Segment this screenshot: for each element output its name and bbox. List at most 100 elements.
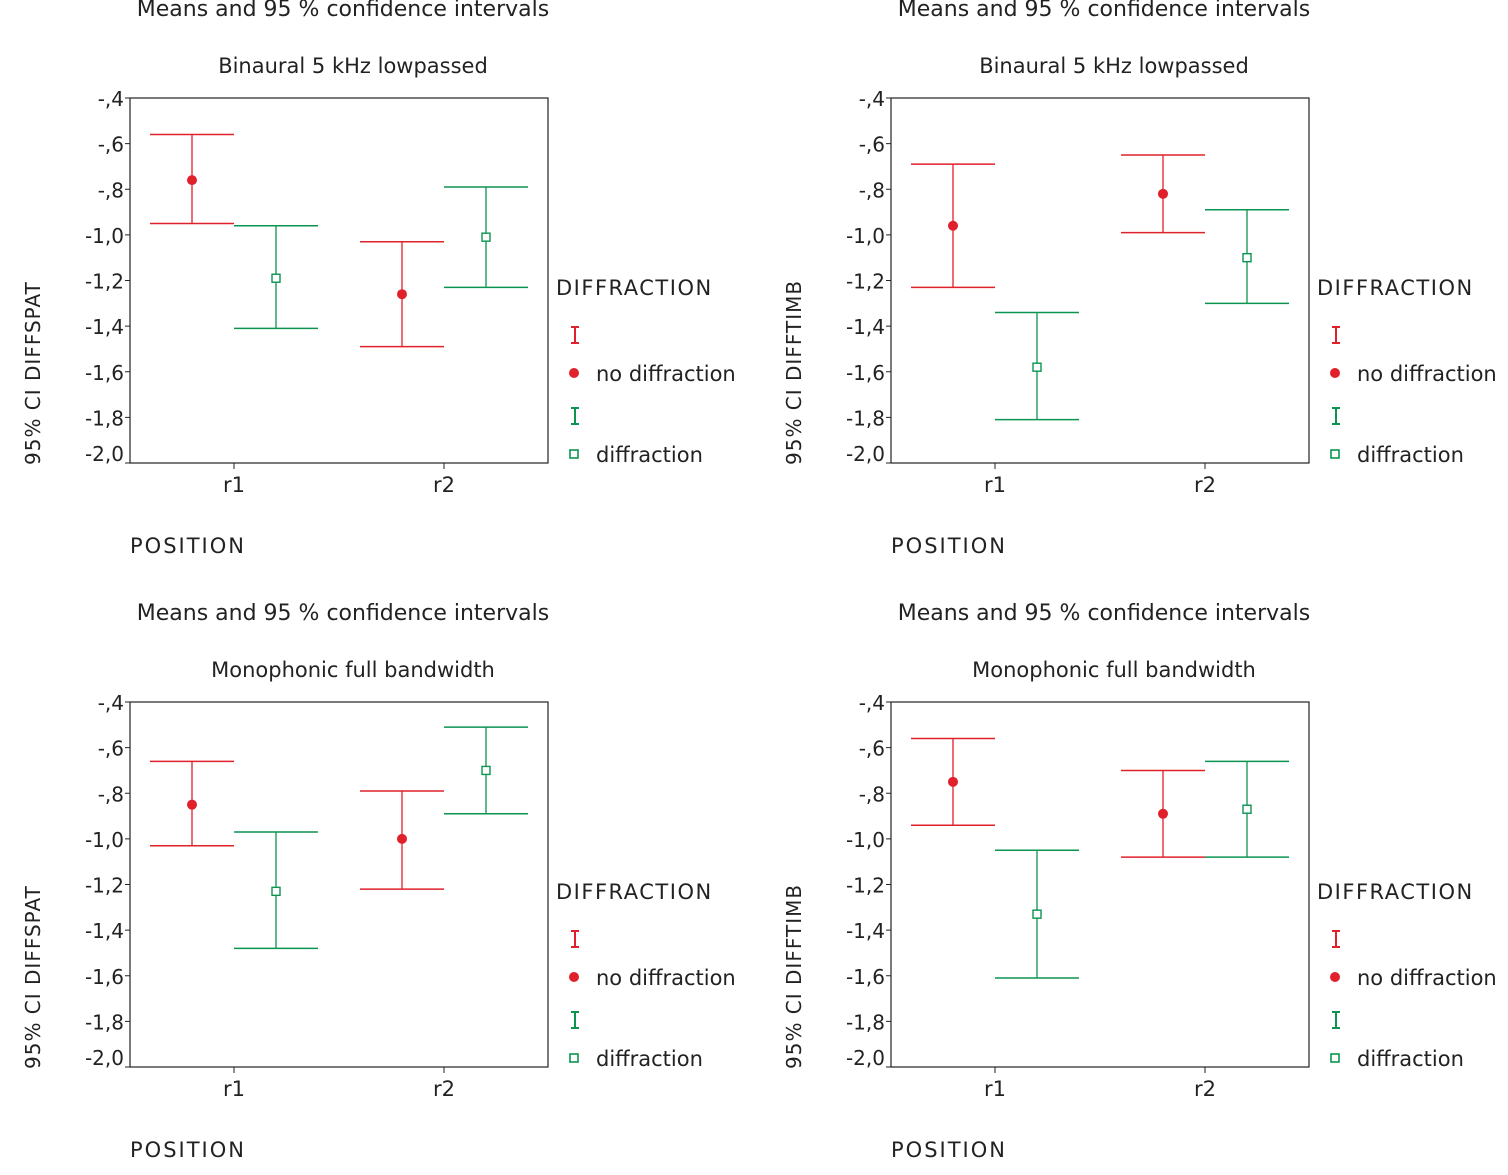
- mean-marker-circle: [1158, 188, 1168, 199]
- series-diffraction: [234, 726, 528, 950]
- y-tick-label: -1,2: [846, 874, 885, 898]
- y-tick-label: -1,0: [846, 224, 885, 248]
- x-tick-label: r1: [984, 1077, 1006, 1101]
- legend-label: diffraction: [1357, 443, 1464, 467]
- legend-label: diffraction: [596, 1047, 703, 1071]
- mean-marker-square: [481, 232, 491, 242]
- y-tick-label: -1,8: [846, 1010, 885, 1034]
- y-tick-label: -,8: [98, 178, 124, 202]
- series-diffraction: [995, 760, 1289, 979]
- legend-label: no diffraction: [1357, 362, 1497, 386]
- legend-item-diffraction: diffraction: [569, 407, 703, 467]
- mean-marker-square: [1242, 252, 1252, 263]
- plot-frame: [129, 97, 549, 464]
- chart-panel-1: Means and 95 % confidence intervals Binau…: [21, 0, 736, 558]
- x-tick-label: r2: [433, 1077, 455, 1101]
- y-tick-label: -,6: [859, 737, 885, 761]
- chart-subtitle: Monophonic full bandwidth: [211, 658, 495, 682]
- series-no-diffraction: [911, 737, 1205, 858]
- y-tick-label: -1,0: [846, 828, 885, 852]
- legend-title: DIFFRACTION: [556, 880, 713, 904]
- legend-label: no diffraction: [596, 362, 736, 386]
- mean-marker-square: [1242, 804, 1252, 814]
- legend-label: no diffraction: [1357, 966, 1497, 990]
- y-tick-label: -1,4: [85, 315, 124, 339]
- y-axis-label: 95% CI DIFFTIMB: [782, 280, 806, 465]
- legend-title: DIFFRACTION: [1317, 276, 1474, 300]
- legend-square-icon: [569, 449, 579, 459]
- legend-square-icon: [1330, 449, 1340, 459]
- y-axis-label: 95% CI DIFFSPAT: [21, 281, 45, 465]
- y-tick-label: -,4: [98, 87, 124, 111]
- chart-title: Means and 95 % confidence intervals: [898, 0, 1310, 22]
- y-tick-label: -,6: [98, 133, 124, 157]
- x-tick-label: r2: [433, 473, 455, 497]
- x-axis-label: POSITION: [891, 534, 1007, 558]
- legend-label: diffraction: [596, 443, 703, 467]
- y-tick-label: -1,8: [85, 1010, 124, 1034]
- mean-marker-circle: [1158, 808, 1168, 819]
- y-tick-label: -1,6: [85, 361, 124, 385]
- y-tick-label: -,6: [98, 737, 124, 761]
- chart-panel-3: Means and 95 % confidence intervals Monop…: [21, 601, 736, 1162]
- y-axis-label: 95% CI DIFFSPAT: [21, 885, 45, 1069]
- x-tick-label: r2: [1194, 473, 1216, 497]
- legend-item-diffraction: diffraction: [1330, 1011, 1464, 1071]
- chart-panel-2: Means and 95 % confidence intervals Binau…: [782, 0, 1497, 558]
- series-no-diffraction: [150, 133, 444, 348]
- plot-frame: [129, 701, 549, 1068]
- y-tick-label: -2,0: [846, 442, 885, 466]
- legend-item-no-diffraction: no diffraction: [1330, 930, 1497, 990]
- y-tick-label: -1,2: [85, 270, 124, 294]
- legend-label: diffraction: [1357, 1047, 1464, 1071]
- legend-circle-icon: [1330, 972, 1340, 982]
- y-tick-label: -1,6: [846, 965, 885, 989]
- y-axis-label: 95% CI DIFFTIMB: [782, 884, 806, 1069]
- x-tick-label: r1: [984, 473, 1006, 497]
- y-tick-label: -,4: [859, 87, 885, 111]
- x-axis-label: POSITION: [130, 1138, 246, 1162]
- y-tick-label: -1,6: [846, 361, 885, 385]
- legend-title: DIFFRACTION: [556, 276, 713, 300]
- x-tick-label: r2: [1194, 1077, 1216, 1101]
- y-tick-label: -,4: [98, 691, 124, 715]
- legend-item-no-diffraction: no diffraction: [569, 930, 736, 990]
- legend-circle-icon: [1330, 368, 1340, 378]
- chart-subtitle: Monophonic full bandwidth: [972, 658, 1256, 682]
- chart-title: Means and 95 % confidence intervals: [137, 601, 549, 626]
- y-tick-label: -2,0: [846, 1046, 885, 1070]
- y-tick-label: -1,0: [85, 224, 124, 248]
- chart-title: Means and 95 % confidence intervals: [137, 0, 549, 22]
- plot-frame: [890, 97, 1310, 464]
- mean-marker-square: [1032, 362, 1042, 372]
- series-diffraction: [234, 186, 528, 330]
- legend-item-no-diffraction: no diffraction: [1330, 326, 1497, 386]
- legend-circle-icon: [569, 368, 579, 378]
- chart-subtitle: Binaural 5 kHz lowpassed: [218, 54, 488, 78]
- y-tick-label: -1,4: [846, 315, 885, 339]
- legend-item-diffraction: diffraction: [1330, 407, 1464, 467]
- y-tick-label: -1,8: [85, 406, 124, 430]
- legend-circle-icon: [569, 972, 579, 982]
- series-no-diffraction: [911, 154, 1205, 289]
- x-tick-label: r1: [223, 1077, 245, 1101]
- x-axis-label: POSITION: [891, 1138, 1007, 1162]
- mean-marker-circle: [187, 175, 197, 186]
- legend-item-no-diffraction: no diffraction: [569, 326, 736, 386]
- y-tick-label: -1,6: [85, 965, 124, 989]
- y-tick-label: -1,0: [85, 828, 124, 852]
- y-tick-label: -2,0: [85, 1046, 124, 1070]
- y-tick-label: -1,4: [846, 919, 885, 943]
- y-tick-label: -1,4: [85, 919, 124, 943]
- mean-marker-circle: [187, 799, 197, 810]
- plot-frame: [890, 701, 1310, 1068]
- legend-square-icon: [1330, 1053, 1340, 1063]
- mean-marker-square: [1032, 909, 1042, 919]
- x-tick-label: r1: [223, 473, 245, 497]
- y-tick-label: -2,0: [85, 442, 124, 466]
- y-tick-label: -,6: [859, 133, 885, 157]
- chart-title: Means and 95 % confidence intervals: [898, 601, 1310, 626]
- mean-marker-circle: [948, 776, 958, 787]
- mean-marker-circle: [397, 289, 407, 300]
